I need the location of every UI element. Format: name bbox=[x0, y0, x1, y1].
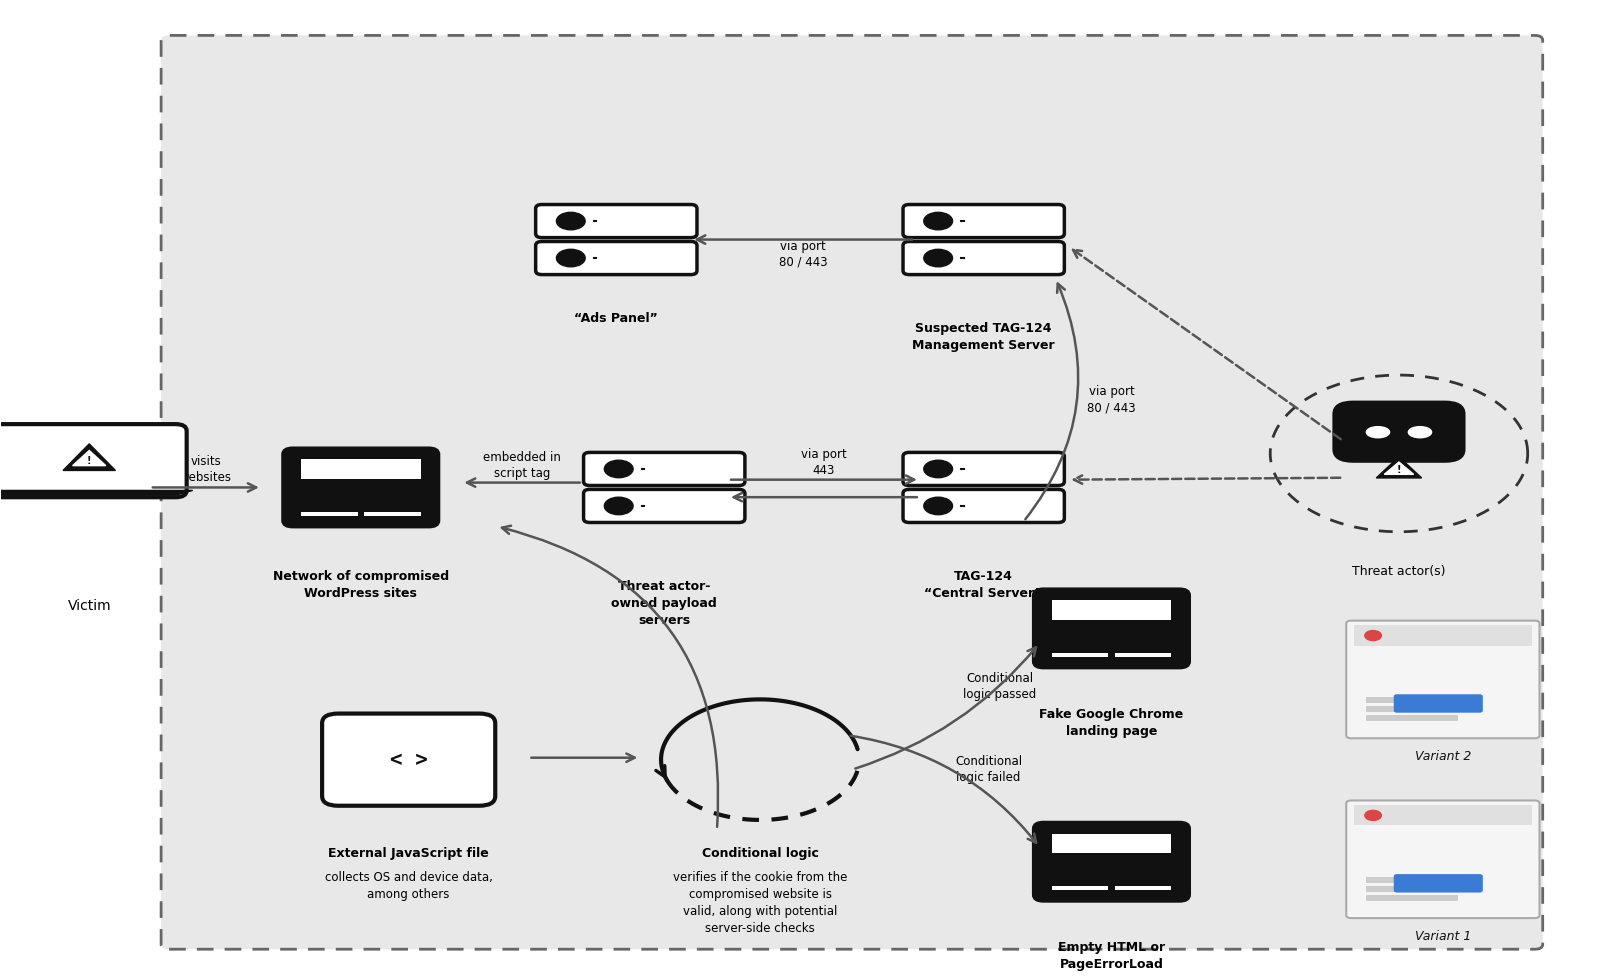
FancyBboxPatch shape bbox=[162, 35, 1542, 950]
Text: Fake Google Chrome
landing page: Fake Google Chrome landing page bbox=[1040, 709, 1184, 738]
FancyBboxPatch shape bbox=[1394, 874, 1483, 893]
FancyBboxPatch shape bbox=[584, 453, 746, 485]
Text: collects OS and device data,
among others: collects OS and device data, among other… bbox=[325, 871, 493, 902]
FancyBboxPatch shape bbox=[1366, 707, 1448, 711]
FancyBboxPatch shape bbox=[1115, 653, 1171, 657]
FancyBboxPatch shape bbox=[1366, 715, 1458, 721]
Circle shape bbox=[923, 213, 952, 230]
Polygon shape bbox=[0, 490, 192, 495]
FancyBboxPatch shape bbox=[536, 205, 698, 237]
Circle shape bbox=[1365, 630, 1381, 641]
FancyBboxPatch shape bbox=[283, 449, 438, 526]
Text: !: ! bbox=[1397, 466, 1402, 475]
FancyBboxPatch shape bbox=[1115, 887, 1171, 890]
Text: Threat actor(s): Threat actor(s) bbox=[1352, 565, 1446, 578]
FancyBboxPatch shape bbox=[1051, 600, 1171, 620]
FancyBboxPatch shape bbox=[1051, 834, 1171, 854]
FancyBboxPatch shape bbox=[1034, 823, 1189, 901]
Text: TAG-124
“Central Server”: TAG-124 “Central Server” bbox=[925, 570, 1043, 600]
FancyBboxPatch shape bbox=[1051, 653, 1109, 657]
Circle shape bbox=[1365, 810, 1381, 820]
Polygon shape bbox=[72, 451, 106, 465]
Text: verifies if the cookie from the
compromised website is
valid, along with potenti: verifies if the cookie from the compromi… bbox=[674, 871, 848, 936]
Text: Victim: Victim bbox=[67, 599, 110, 613]
Polygon shape bbox=[1384, 462, 1414, 474]
Polygon shape bbox=[62, 444, 115, 470]
FancyBboxPatch shape bbox=[1366, 886, 1448, 892]
FancyBboxPatch shape bbox=[902, 205, 1064, 237]
FancyBboxPatch shape bbox=[536, 241, 698, 274]
FancyBboxPatch shape bbox=[0, 424, 187, 497]
Text: < >: < > bbox=[390, 750, 427, 769]
FancyBboxPatch shape bbox=[902, 453, 1064, 485]
Text: Variant 2: Variant 2 bbox=[1414, 750, 1470, 762]
Text: External JavaScript file: External JavaScript file bbox=[328, 847, 490, 860]
Circle shape bbox=[557, 249, 586, 267]
Text: Conditional logic: Conditional logic bbox=[702, 847, 819, 860]
FancyBboxPatch shape bbox=[1034, 590, 1189, 667]
FancyBboxPatch shape bbox=[1366, 895, 1458, 901]
Circle shape bbox=[923, 249, 952, 267]
FancyBboxPatch shape bbox=[1354, 806, 1531, 825]
Text: Conditional
logic passed: Conditional logic passed bbox=[963, 672, 1037, 702]
Text: Suspected TAG-124
Management Server: Suspected TAG-124 Management Server bbox=[912, 322, 1054, 352]
FancyBboxPatch shape bbox=[1366, 877, 1467, 883]
Circle shape bbox=[557, 213, 586, 230]
Ellipse shape bbox=[1366, 426, 1389, 438]
Text: embedded in
script tag: embedded in script tag bbox=[483, 451, 562, 479]
FancyBboxPatch shape bbox=[584, 489, 746, 522]
FancyBboxPatch shape bbox=[301, 460, 421, 479]
FancyBboxPatch shape bbox=[301, 513, 357, 515]
Text: Threat actor-
owned payload
servers: Threat actor- owned payload servers bbox=[611, 580, 717, 627]
FancyBboxPatch shape bbox=[1346, 620, 1539, 738]
Text: Empty HTML or
PageErrorLoad: Empty HTML or PageErrorLoad bbox=[1058, 942, 1165, 971]
Text: via port
80 / 443: via port 80 / 443 bbox=[779, 240, 827, 269]
Circle shape bbox=[605, 461, 634, 477]
FancyBboxPatch shape bbox=[1346, 801, 1539, 918]
Text: Conditional
logic failed: Conditional logic failed bbox=[955, 755, 1022, 784]
FancyBboxPatch shape bbox=[322, 713, 496, 806]
Circle shape bbox=[605, 497, 634, 514]
Text: via port
443: via port 443 bbox=[802, 448, 846, 476]
Text: Network of compromised
WordPress sites: Network of compromised WordPress sites bbox=[272, 570, 450, 600]
FancyBboxPatch shape bbox=[1354, 625, 1531, 646]
FancyBboxPatch shape bbox=[902, 241, 1064, 274]
FancyBboxPatch shape bbox=[1334, 403, 1464, 461]
FancyBboxPatch shape bbox=[1366, 698, 1467, 703]
Polygon shape bbox=[1376, 457, 1422, 478]
Ellipse shape bbox=[1408, 426, 1432, 438]
Text: “Ads Panel”: “Ads Panel” bbox=[574, 313, 658, 325]
Text: visits
websites: visits websites bbox=[179, 456, 232, 484]
Text: Variant 1: Variant 1 bbox=[1414, 930, 1470, 943]
Text: via port
80 / 443: via port 80 / 443 bbox=[1086, 385, 1136, 415]
Circle shape bbox=[923, 461, 952, 477]
FancyBboxPatch shape bbox=[363, 513, 421, 515]
Circle shape bbox=[923, 497, 952, 514]
Text: !: ! bbox=[86, 456, 91, 466]
FancyBboxPatch shape bbox=[1394, 694, 1483, 712]
FancyBboxPatch shape bbox=[1051, 887, 1109, 890]
FancyBboxPatch shape bbox=[902, 489, 1064, 522]
